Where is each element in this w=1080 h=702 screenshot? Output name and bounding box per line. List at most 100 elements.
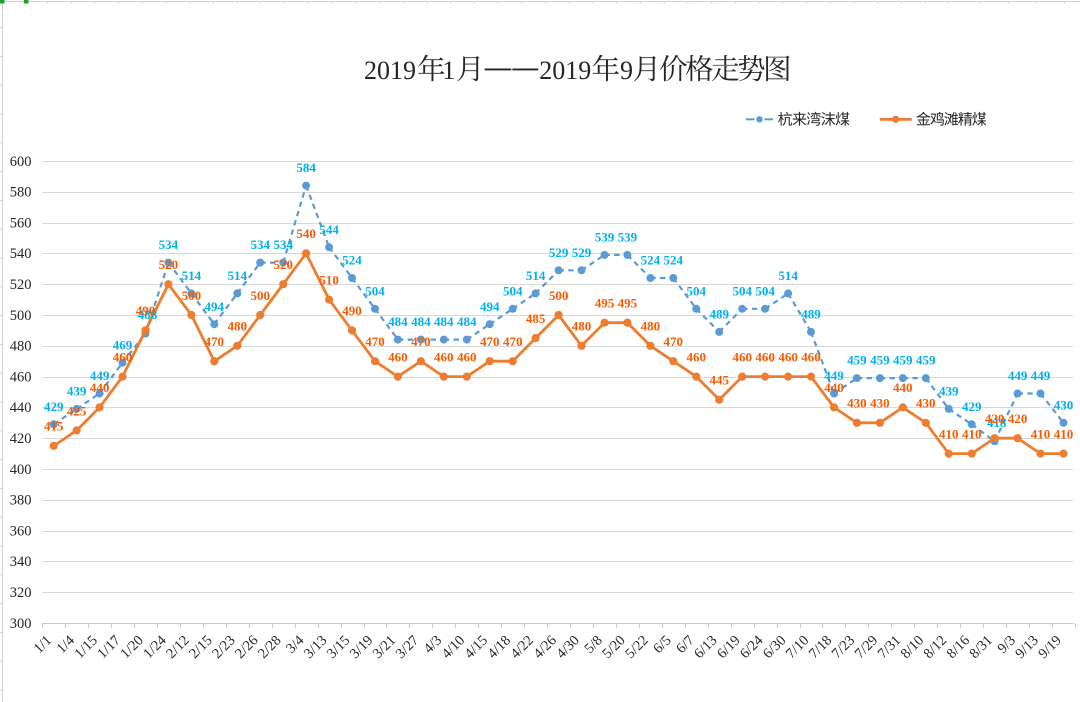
svg-text:504: 504 (755, 283, 775, 298)
svg-text:449: 449 (1031, 368, 1051, 383)
svg-text:514: 514 (182, 268, 202, 283)
svg-text:449: 449 (90, 368, 110, 383)
svg-text:410: 410 (962, 426, 982, 441)
svg-text:460: 460 (778, 349, 798, 364)
svg-text:459: 459 (870, 353, 890, 368)
svg-text:445: 445 (709, 373, 729, 388)
svg-text:429: 429 (962, 399, 982, 414)
svg-text:524: 524 (641, 253, 661, 268)
svg-text:320: 320 (10, 585, 32, 601)
svg-text:415: 415 (44, 419, 64, 434)
svg-text:380: 380 (10, 493, 32, 509)
svg-text:494: 494 (480, 299, 500, 314)
svg-text:489: 489 (709, 307, 729, 322)
svg-text:430: 430 (916, 396, 936, 411)
svg-text:484: 484 (457, 314, 477, 329)
svg-text:449: 449 (1008, 368, 1028, 383)
svg-text:500: 500 (10, 308, 32, 324)
svg-text:470: 470 (411, 334, 431, 349)
svg-text:494: 494 (205, 299, 225, 314)
svg-text:410: 410 (1031, 426, 1051, 441)
svg-text:470: 470 (205, 334, 225, 349)
svg-text:500: 500 (250, 288, 270, 303)
svg-text:470: 470 (365, 334, 385, 349)
svg-text:529: 529 (572, 245, 592, 260)
svg-text:459: 459 (893, 353, 913, 368)
svg-text:580: 580 (10, 185, 32, 201)
svg-text:510: 510 (319, 272, 339, 287)
svg-text:470: 470 (503, 334, 523, 349)
svg-text:459: 459 (847, 353, 867, 368)
svg-text:500: 500 (182, 288, 202, 303)
svg-text:430: 430 (847, 396, 867, 411)
svg-text:480: 480 (228, 319, 248, 334)
svg-text:460: 460 (113, 349, 133, 364)
svg-text:460: 460 (687, 349, 707, 364)
svg-text:520: 520 (273, 257, 293, 272)
svg-text:410: 410 (939, 426, 959, 441)
svg-text:9: 9 (620, 56, 633, 85)
svg-text:430: 430 (870, 396, 890, 411)
svg-text:488: 488 (138, 307, 158, 322)
svg-text:534: 534 (273, 237, 293, 252)
svg-text:514: 514 (778, 268, 798, 283)
svg-text:520: 520 (10, 277, 32, 293)
svg-text:449: 449 (824, 368, 844, 383)
svg-text:2019: 2019 (364, 56, 416, 85)
svg-text:560: 560 (10, 215, 32, 231)
svg-text:400: 400 (10, 462, 32, 478)
svg-text:504: 504 (732, 283, 752, 298)
svg-text:504: 504 (365, 283, 385, 298)
svg-text:460: 460 (732, 349, 752, 364)
svg-text:425: 425 (67, 403, 87, 418)
svg-text:485: 485 (526, 311, 546, 326)
svg-text:460: 460 (10, 369, 32, 385)
svg-text:484: 484 (411, 314, 431, 329)
svg-text:480: 480 (641, 319, 661, 334)
svg-text:520: 520 (159, 257, 179, 272)
svg-text:539: 539 (618, 230, 638, 245)
svg-text:490: 490 (342, 303, 362, 318)
svg-text:460: 460 (388, 349, 408, 364)
svg-text:484: 484 (388, 314, 408, 329)
svg-text:420: 420 (985, 411, 1005, 426)
svg-text:534: 534 (250, 237, 270, 252)
svg-text:490: 490 (136, 303, 156, 318)
svg-text:584: 584 (296, 160, 316, 175)
svg-text:540: 540 (296, 226, 316, 241)
svg-text:439: 439 (939, 384, 959, 399)
svg-text:539: 539 (595, 230, 615, 245)
svg-text:484: 484 (434, 314, 454, 329)
svg-text:439: 439 (67, 384, 87, 399)
svg-text:430: 430 (1054, 397, 1074, 412)
svg-text:300: 300 (10, 616, 32, 632)
svg-text:480: 480 (572, 319, 592, 334)
svg-text:534: 534 (159, 237, 179, 252)
svg-text:460: 460 (434, 349, 454, 364)
svg-text:1: 1 (442, 56, 455, 85)
svg-text:440: 440 (893, 380, 913, 395)
svg-text:600: 600 (10, 154, 32, 170)
svg-text:500: 500 (549, 288, 569, 303)
svg-text:470: 470 (480, 334, 500, 349)
svg-text:460: 460 (801, 349, 821, 364)
svg-text:420: 420 (10, 431, 32, 447)
svg-text:420: 420 (1008, 411, 1028, 426)
svg-text:440: 440 (824, 380, 844, 395)
svg-text:360: 360 (10, 523, 32, 539)
svg-text:440: 440 (90, 380, 110, 395)
svg-text:514: 514 (228, 268, 248, 283)
svg-text:495: 495 (595, 296, 615, 311)
svg-text:495: 495 (618, 296, 638, 311)
svg-text:460: 460 (457, 349, 477, 364)
svg-text:440: 440 (10, 400, 32, 416)
svg-text:514: 514 (526, 268, 546, 283)
svg-text:504: 504 (687, 283, 707, 298)
svg-text:459: 459 (916, 353, 936, 368)
svg-text:524: 524 (342, 253, 362, 268)
svg-text:469: 469 (113, 337, 133, 352)
svg-text:524: 524 (664, 253, 684, 268)
svg-text:429: 429 (44, 399, 64, 414)
svg-text:489: 489 (801, 307, 821, 322)
svg-text:504: 504 (503, 283, 523, 298)
